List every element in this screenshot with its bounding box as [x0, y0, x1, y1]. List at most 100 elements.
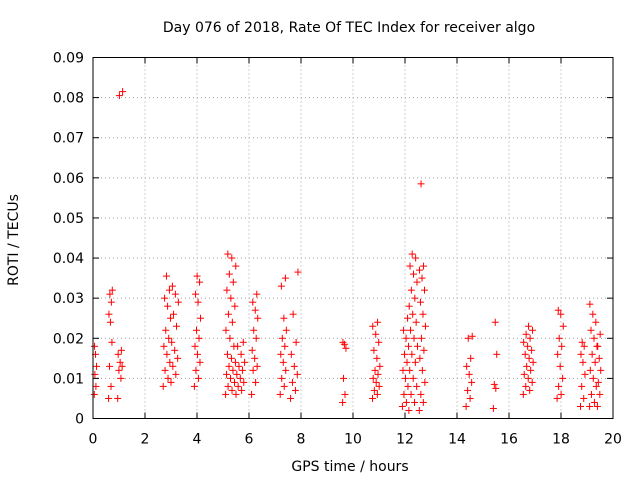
- data-point: [411, 358, 419, 366]
- x-axis-label: GPS time / hours: [291, 459, 408, 475]
- x-tick-label: 12: [396, 432, 414, 448]
- data-point: [114, 350, 122, 358]
- data-point: [282, 326, 290, 334]
- data-point: [591, 358, 599, 366]
- data-point: [410, 270, 418, 278]
- data-point: [341, 390, 349, 398]
- data-point: [578, 382, 586, 390]
- data-point: [405, 406, 413, 414]
- data-point: [587, 326, 595, 334]
- data-point: [578, 338, 586, 346]
- data-point: [371, 366, 379, 374]
- data-point: [597, 366, 605, 374]
- data-point: [519, 390, 527, 398]
- data-point: [557, 390, 565, 398]
- data-point: [520, 338, 528, 346]
- data-point: [420, 286, 428, 294]
- data-point: [421, 378, 429, 386]
- data-point: [404, 314, 412, 322]
- data-point: [281, 342, 289, 350]
- data-point: [526, 334, 534, 342]
- data-point: [114, 394, 122, 402]
- y-tick-label: 0.09: [53, 51, 84, 67]
- data-point: [463, 362, 471, 370]
- data-point: [373, 354, 381, 362]
- data-point: [555, 334, 563, 342]
- data-point: [167, 314, 175, 322]
- data-point: [554, 350, 562, 358]
- x-tick-label: 16: [500, 432, 518, 448]
- data-point: [233, 370, 241, 378]
- data-point: [232, 262, 240, 270]
- data-point: [370, 346, 378, 354]
- data-point: [163, 350, 171, 358]
- data-point: [278, 374, 286, 382]
- data-point: [370, 386, 378, 394]
- data-point: [529, 326, 537, 334]
- data-point: [106, 362, 114, 370]
- data-point: [465, 370, 473, 378]
- data-point: [228, 386, 236, 394]
- data-point: [407, 390, 415, 398]
- data-point: [559, 322, 567, 330]
- data-point: [557, 310, 565, 318]
- data-point: [105, 310, 113, 318]
- data-point: [420, 346, 428, 354]
- data-point: [227, 374, 235, 382]
- data-point: [412, 318, 420, 326]
- data-point: [374, 370, 382, 378]
- data-point: [226, 334, 234, 342]
- data-point: [227, 354, 235, 362]
- data-point: [105, 394, 113, 402]
- data-point: [254, 314, 262, 322]
- data-points: [90, 88, 605, 414]
- data-point: [222, 390, 230, 398]
- data-point: [293, 370, 301, 378]
- data-point: [222, 326, 230, 334]
- data-point: [416, 266, 424, 274]
- data-point: [528, 378, 536, 386]
- data-point: [409, 310, 417, 318]
- data-point: [276, 390, 284, 398]
- data-point: [93, 362, 101, 370]
- data-point: [224, 250, 232, 258]
- data-point: [106, 290, 114, 298]
- y-tick-label: 0.04: [53, 251, 84, 267]
- data-point: [525, 354, 533, 362]
- y-axis-label: ROTI / TECUs: [6, 194, 22, 286]
- data-point: [412, 254, 420, 262]
- x-tick-label: 10: [344, 432, 362, 448]
- data-point: [559, 374, 567, 382]
- data-point: [252, 378, 260, 386]
- data-point: [251, 306, 259, 314]
- data-point: [408, 350, 416, 358]
- data-point: [170, 310, 178, 318]
- x-tick-label: 14: [448, 432, 466, 448]
- data-point: [526, 386, 534, 394]
- data-point: [590, 334, 598, 342]
- data-point: [464, 386, 472, 394]
- data-point: [193, 272, 201, 280]
- data-point: [556, 362, 564, 370]
- data-point: [413, 382, 421, 390]
- data-point: [116, 358, 124, 366]
- data-point: [236, 374, 244, 382]
- data-point: [290, 362, 298, 370]
- data-point: [252, 334, 260, 342]
- x-tick-label: 20: [604, 432, 622, 448]
- data-point: [196, 278, 204, 286]
- data-point: [405, 302, 413, 310]
- data-point: [579, 358, 587, 366]
- x-tick-label: 6: [245, 432, 254, 448]
- x-tick-label: 8: [297, 432, 306, 448]
- data-point: [581, 370, 589, 378]
- data-point: [522, 330, 530, 338]
- data-point: [224, 382, 232, 390]
- data-point: [403, 358, 411, 366]
- data-point: [224, 310, 232, 318]
- data-point: [228, 318, 236, 326]
- data-point: [119, 88, 127, 96]
- data-point: [411, 398, 419, 406]
- data-point: [288, 378, 296, 386]
